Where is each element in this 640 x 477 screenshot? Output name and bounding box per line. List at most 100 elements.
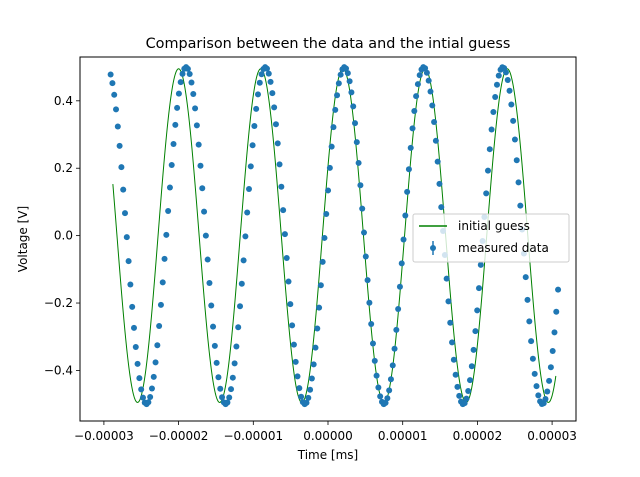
data-point [127, 281, 134, 288]
data-point [208, 302, 215, 309]
data-point [533, 383, 540, 390]
data-point [312, 344, 319, 351]
data-point [256, 79, 263, 86]
data-point [542, 396, 549, 403]
data-point [197, 162, 204, 169]
x-tick-label: −0.00002 [149, 429, 209, 443]
data-point [493, 81, 500, 88]
data-point [211, 342, 218, 349]
data-point [344, 70, 351, 77]
data-point [404, 188, 411, 195]
data-point [529, 355, 536, 362]
data-point [400, 236, 407, 243]
data-point [553, 308, 560, 315]
data-point [166, 184, 173, 191]
data-point [346, 78, 353, 85]
data-point [118, 164, 125, 171]
data-point [395, 306, 402, 313]
data-point [125, 258, 132, 265]
data-point [343, 65, 350, 72]
data-point [213, 359, 220, 366]
data-point [224, 399, 231, 406]
x-tick-label: 0.00001 [378, 429, 428, 443]
data-point [109, 80, 116, 87]
data-point [323, 210, 330, 217]
data-point [337, 71, 344, 78]
data-point [193, 122, 200, 129]
data-point [382, 399, 389, 406]
data-point [215, 374, 222, 381]
data-point [123, 234, 130, 241]
data-point [271, 104, 278, 111]
data-point [508, 101, 515, 108]
data-point [524, 296, 531, 303]
data-point [298, 393, 305, 400]
data-point [445, 298, 452, 305]
data-point [210, 323, 217, 330]
data-point [330, 124, 337, 131]
legend: initial guess measured data [412, 213, 570, 263]
data-point [396, 283, 403, 290]
data-point [366, 299, 373, 306]
data-point [409, 125, 416, 132]
data-point [184, 65, 191, 72]
data-point [314, 325, 321, 332]
data-point [165, 207, 172, 214]
data-point [384, 395, 391, 402]
data-point [389, 362, 396, 369]
data-point [357, 182, 364, 189]
data-point [517, 202, 524, 209]
data-point [249, 142, 256, 149]
data-point [132, 343, 139, 350]
chart-title: Comparison between the data and the inti… [146, 36, 511, 52]
legend-label-measured-data: measured data [458, 241, 549, 255]
data-point [352, 120, 359, 127]
y-tick-label: 0.0 [54, 229, 73, 243]
data-point [226, 394, 233, 401]
data-point [289, 322, 296, 329]
data-point [139, 394, 146, 401]
data-point [242, 233, 249, 240]
data-point [161, 255, 168, 262]
data-point [233, 343, 240, 350]
data-point [531, 370, 538, 377]
data-point [251, 123, 258, 129]
data-point [258, 71, 265, 78]
x-axis-label: Time [ms] [297, 448, 359, 462]
data-point [290, 341, 297, 348]
data-point [130, 324, 137, 331]
data-point [278, 183, 285, 190]
data-point [114, 123, 121, 130]
data-point [551, 329, 558, 336]
data-point [477, 261, 484, 268]
x-tick-label: −0.00001 [223, 429, 283, 443]
legend-label-initial-guess: initial guess [458, 219, 530, 233]
data-point [398, 260, 405, 267]
data-point [163, 231, 170, 238]
data-point [294, 373, 301, 380]
data-point [152, 359, 159, 366]
data-point [526, 318, 533, 325]
data-point [281, 231, 288, 238]
data-point [202, 232, 209, 239]
data-point [555, 286, 562, 293]
data-point [238, 280, 245, 287]
data-point [476, 285, 483, 292]
data-point [411, 107, 418, 114]
data-point [377, 393, 384, 400]
data-point [120, 186, 127, 193]
data-point [217, 385, 224, 392]
data-point [454, 383, 461, 390]
data-point [310, 361, 317, 368]
data-point [192, 105, 199, 112]
data-point [188, 79, 195, 86]
data-point [468, 363, 475, 370]
data-point [364, 277, 371, 284]
data-point [513, 157, 520, 164]
data-point [490, 108, 497, 115]
data-point [296, 385, 303, 392]
y-tick-label: 0.4 [54, 94, 73, 108]
data-point [371, 357, 378, 364]
